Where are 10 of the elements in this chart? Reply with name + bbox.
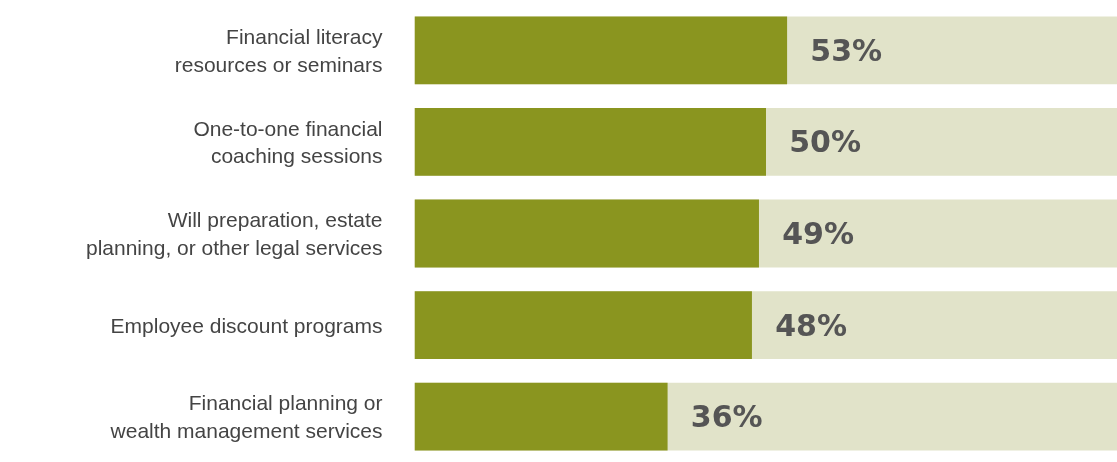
data-label: 49% [782,216,854,251]
y-tick-label: Employee discount programs [110,313,383,337]
y-tick-label: Financial literacy resources or seminars [174,25,383,76]
data-label: 50% [789,124,862,160]
data-label: 36% [690,399,763,435]
data-label: 48% [775,307,847,343]
y-tick-label: One-to-one financial coaching sessions [193,116,383,168]
y-tick-label: Will preparation, estate planning, or other legal services [86,208,383,259]
data-label: 53% [810,32,883,68]
y-tick-label: Financial planning or wealth management services [109,391,383,442]
